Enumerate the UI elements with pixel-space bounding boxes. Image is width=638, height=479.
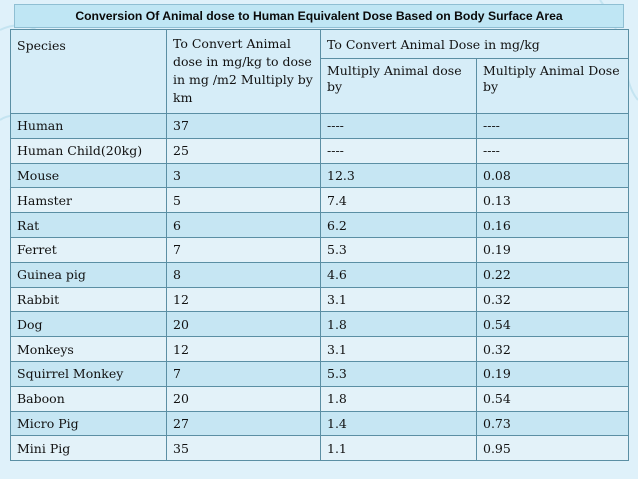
cell-species: Human [10, 113, 167, 139]
cell-multiply: 1.8 [320, 311, 477, 338]
cell-divide: 0.19 [475, 236, 630, 263]
table-row: Micro Pig 27 1.4 0.73 [10, 410, 630, 437]
cell-km: 37 [166, 113, 321, 139]
page-title: Conversion Of Animal dose to Human Equiv… [14, 4, 624, 28]
table-row: Rat 6 6.2 0.16 [10, 212, 630, 238]
cell-multiply: ---- [320, 137, 477, 164]
cell-km: 25 [166, 137, 321, 164]
cell-species: Ferret [10, 236, 167, 263]
cell-divide: 0.16 [475, 212, 630, 238]
table-row: Human Child(20kg) 25 ---- ---- [10, 137, 630, 164]
table-row: Mouse 3 12.3 0.08 [10, 162, 630, 189]
subheader-row: Multiply Animal dose by Multiply Animal … [11, 58, 630, 114]
cell-species: Mouse [10, 162, 167, 189]
cell-species: Hamster [10, 187, 167, 214]
conversion-table: Species To Convert Animal dose in mg/kg … [10, 29, 630, 462]
cell-divide: 0.54 [475, 311, 630, 338]
table-row: Dog 20 1.8 0.54 [10, 311, 630, 338]
cell-divide: 0.08 [475, 162, 630, 189]
cell-km: 3 [166, 162, 321, 189]
cell-multiply: 5.3 [320, 360, 477, 387]
cell-species: Squirrel Monkey [10, 360, 167, 387]
cell-multiply: 1.4 [320, 410, 477, 437]
cell-km: 20 [166, 385, 321, 412]
cell-multiply: ---- [320, 113, 477, 139]
cell-divide: ---- [475, 137, 630, 164]
cell-divide: 0.73 [475, 410, 630, 437]
cell-divide: 0.95 [475, 435, 630, 462]
table-row: Human 37 ---- ---- [10, 113, 630, 139]
cell-divide: 0.19 [475, 360, 630, 387]
cell-multiply: 3.1 [320, 336, 477, 362]
cell-multiply: 1.8 [320, 385, 477, 412]
cell-divide: 0.32 [475, 286, 630, 313]
cell-km: 6 [166, 212, 321, 238]
cell-multiply: 7.4 [320, 187, 477, 214]
cell-divide: 0.54 [475, 385, 630, 412]
cell-km: 7 [166, 236, 321, 263]
cell-km: 35 [166, 435, 321, 462]
cell-species: Guinea pig [10, 261, 167, 288]
cell-multiply: 4.6 [320, 261, 477, 288]
cell-multiply: 5.3 [320, 236, 477, 263]
table-row: Ferret 7 5.3 0.19 [10, 236, 630, 263]
cell-km: 12 [166, 286, 321, 313]
cell-species: Rat [10, 212, 167, 238]
cell-divide: ---- [475, 113, 630, 139]
cell-species: Micro Pig [10, 410, 167, 437]
cell-species: Mini Pig [10, 435, 167, 462]
header-row: Species To Convert Animal dose in mg/kg … [10, 29, 630, 114]
cell-km: 5 [166, 187, 321, 214]
header-species: Species [10, 29, 167, 114]
cell-km: 8 [166, 261, 321, 288]
cell-species: Baboon [10, 385, 167, 412]
cell-divide: 0.32 [475, 336, 630, 362]
cell-multiply: 12.3 [320, 162, 477, 189]
cell-species: Monkeys [10, 336, 167, 362]
table-row: Rabbit 12 3.1 0.32 [10, 286, 630, 313]
cell-multiply: 6.2 [320, 212, 477, 238]
cell-divide: 0.22 [475, 261, 630, 288]
cell-species: Dog [10, 311, 167, 338]
header-dose-group: To Convert Animal Dose in mg/kg [319, 29, 630, 59]
cell-multiply: 3.1 [320, 286, 477, 313]
table-row: Monkeys 12 3.1 0.32 [10, 336, 630, 362]
cell-divide: 0.13 [475, 187, 630, 214]
header-multiply: Multiply Animal dose by [320, 58, 477, 114]
table-row: Squirrel Monkey 7 5.3 0.19 [10, 360, 630, 387]
cell-species: Human Child(20kg) [10, 137, 167, 164]
cell-km: 7 [166, 360, 321, 387]
header-divide: Multiply Animal Dose by [475, 58, 630, 114]
table-row: Mini Pig 35 1.1 0.95 [10, 435, 630, 462]
table-row: Guinea pig 8 4.6 0.22 [10, 261, 630, 288]
cell-species: Rabbit [10, 286, 167, 313]
table-row: Hamster 5 7.4 0.13 [10, 187, 630, 214]
cell-multiply: 1.1 [320, 435, 477, 462]
header-km: To Convert Animal dose in mg/kg to dose … [166, 29, 321, 114]
cell-km: 27 [166, 410, 321, 437]
cell-km: 20 [166, 311, 321, 338]
cell-km: 12 [166, 336, 321, 362]
table-row: Baboon 20 1.8 0.54 [10, 385, 630, 412]
